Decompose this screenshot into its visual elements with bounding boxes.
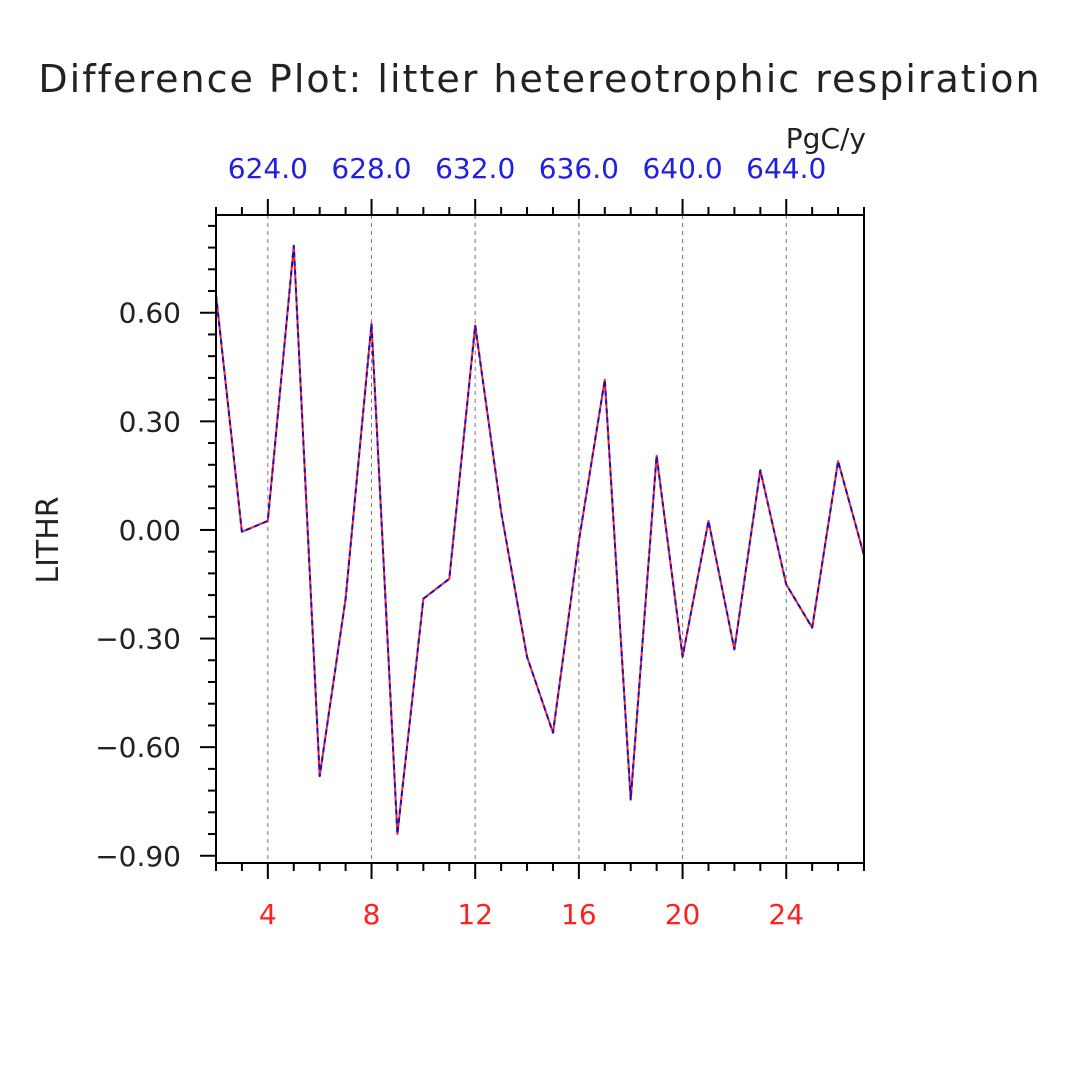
top-tick-label: 632.0 — [435, 152, 515, 185]
top-tick-label: 628.0 — [331, 152, 411, 185]
plot-frame — [215, 214, 865, 864]
y-tick-label: 0.30 — [119, 405, 181, 438]
top-tick-label: 644.0 — [746, 152, 826, 185]
series-line-2 — [215, 244, 865, 835]
series-lines — [215, 244, 865, 835]
x-tick-label: 16 — [561, 898, 597, 931]
x-tick-label: 4 — [259, 898, 277, 931]
top-tick-label: 640.0 — [642, 152, 722, 185]
chart-title: Difference Plot: litter hetereotrophic r… — [38, 57, 1041, 101]
y-tick-label: 0.00 — [119, 514, 181, 547]
y-tick-label: 0.60 — [119, 297, 181, 330]
units-label: PgC/y — [786, 122, 866, 155]
y-axis-label: LITHR — [31, 496, 66, 583]
x-tick-label: 12 — [457, 898, 493, 931]
y-tick-label: −0.90 — [95, 840, 181, 873]
y-tick-label: −0.30 — [95, 623, 181, 656]
y-tick-label: −0.60 — [95, 731, 181, 764]
x-tick-label: 20 — [665, 898, 701, 931]
x-tick-label: 8 — [363, 898, 381, 931]
axes: 4 8 12 16 20 24 624.0 628.0 632.0 636.0 640.0 644.0… — [95, 152, 865, 931]
x-tick-label: 24 — [768, 898, 804, 931]
top-tick-label: 636.0 — [539, 152, 619, 185]
top-tick-label: 624.0 — [228, 152, 308, 185]
